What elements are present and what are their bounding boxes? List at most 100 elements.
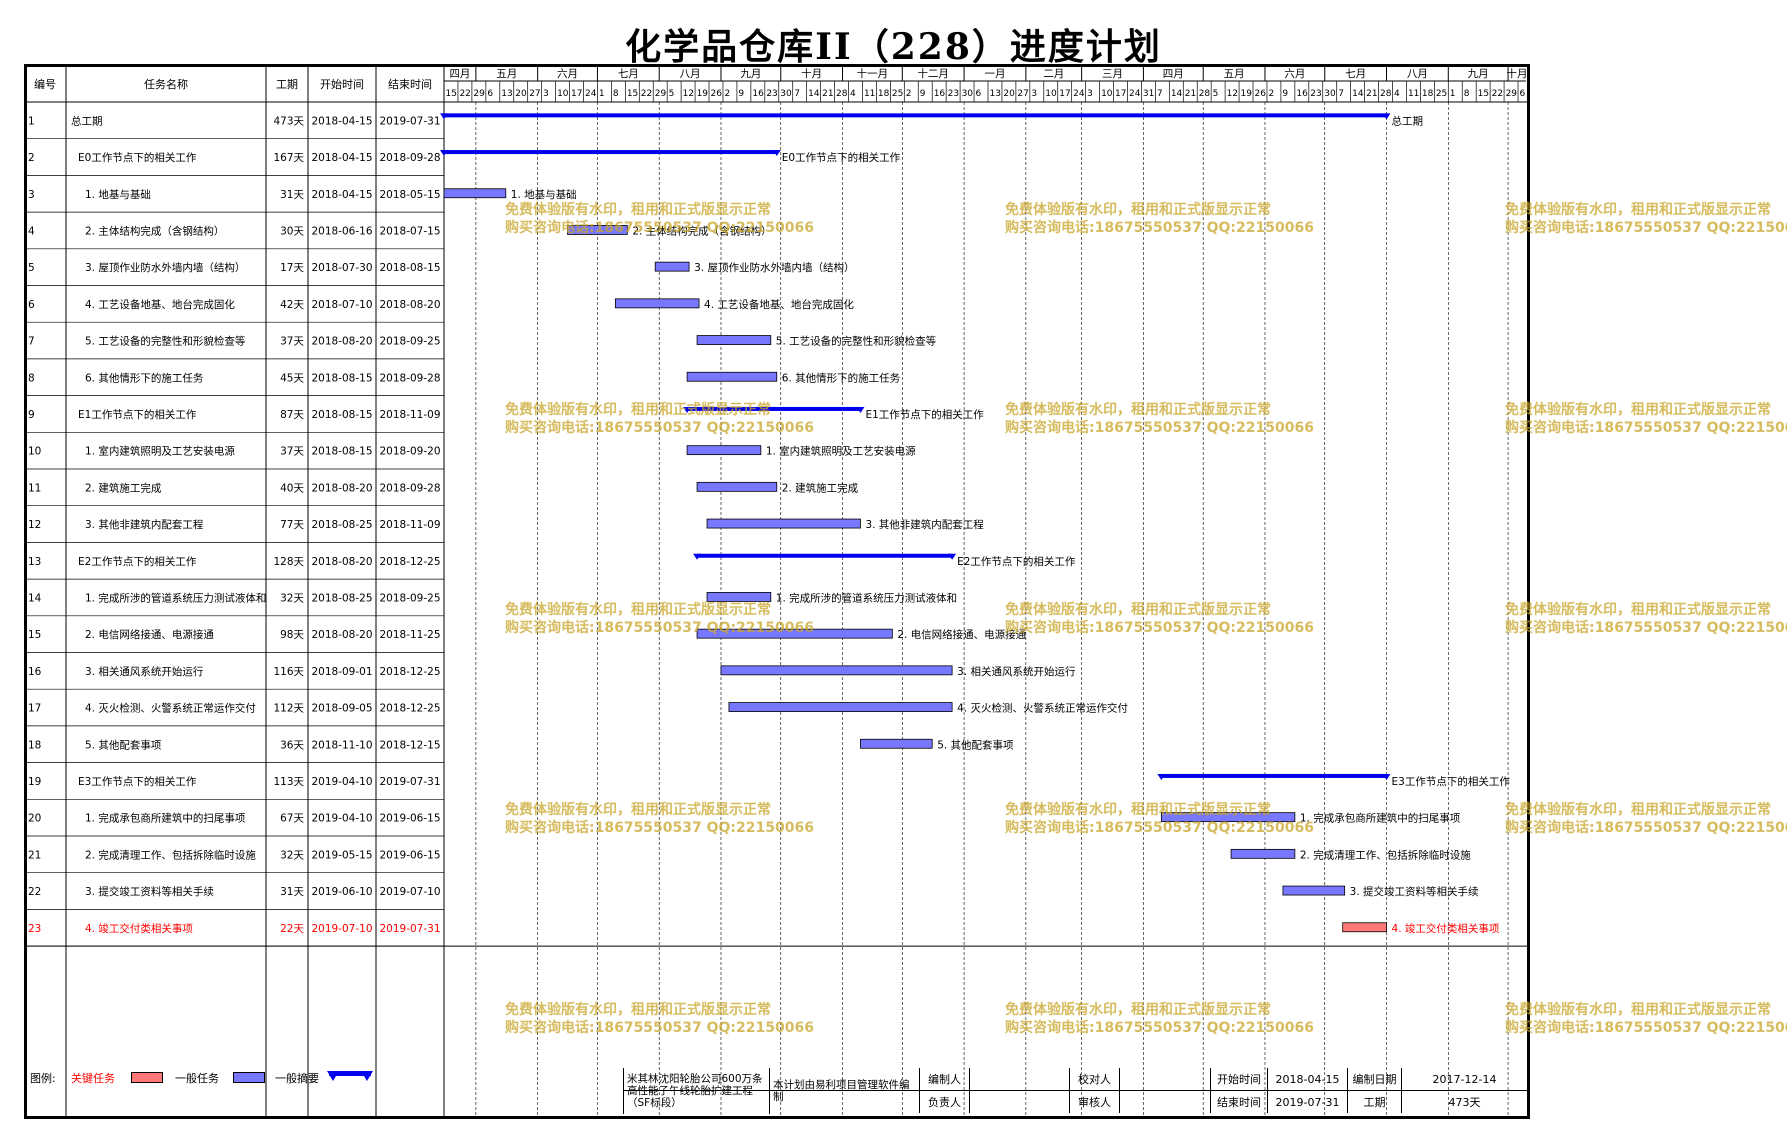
task-id: 21 bbox=[28, 849, 41, 861]
task-bar bbox=[1160, 812, 1296, 823]
week-tick-label: 9 bbox=[738, 89, 744, 99]
task-end: 2018-09-28 bbox=[379, 152, 440, 164]
task-start: 2018-07-10 bbox=[311, 299, 372, 311]
month-label: 三月 bbox=[1102, 68, 1123, 80]
col-start-header: 开始时间 bbox=[320, 77, 364, 91]
week-tick-label: 7 bbox=[794, 89, 800, 99]
col-name-header: 任务名称 bbox=[144, 77, 188, 91]
task-start: 2019-04-10 bbox=[311, 776, 372, 788]
task-id: 22 bbox=[28, 886, 41, 898]
task-name: E0工作节点下的相关工作 bbox=[78, 151, 197, 164]
week-tick-label: 19 bbox=[1241, 89, 1253, 99]
week-tick-label: 5 bbox=[669, 89, 675, 99]
task-duration: 45天 bbox=[280, 372, 304, 384]
task-duration: 40天 bbox=[280, 482, 304, 494]
footer-responsible bbox=[969, 1091, 1069, 1113]
month-label: 六月 bbox=[1284, 68, 1305, 80]
week-tick-label: 25 bbox=[892, 89, 903, 99]
bar-label: 4. 灭火检测、火警系统正常运作交付 bbox=[957, 702, 1128, 715]
week-tick-label: 28 bbox=[1380, 89, 1392, 99]
task-bar bbox=[696, 335, 772, 345]
task-id: 7 bbox=[28, 336, 35, 348]
task-bar bbox=[706, 592, 772, 602]
week-tick-label: 3 bbox=[1031, 89, 1037, 99]
task-start: 2018-08-15 bbox=[311, 446, 372, 458]
task-end: 2019-06-15 bbox=[379, 849, 440, 861]
task-name: E3工作节点下的相关工作 bbox=[78, 775, 197, 788]
task-bar bbox=[686, 445, 762, 456]
week-tick-label: 14 bbox=[1171, 89, 1183, 99]
task-name: 2. 完成清理工作、包括拆除临时设施 bbox=[85, 848, 256, 861]
task-start: 2018-08-25 bbox=[311, 519, 372, 531]
task-id: 14 bbox=[28, 592, 42, 604]
week-tick-label: 22 bbox=[459, 89, 470, 99]
week-tick-label: 23 bbox=[948, 89, 959, 99]
task-bar bbox=[443, 188, 507, 199]
task-end: 2018-08-20 bbox=[379, 299, 440, 311]
task-end: 2018-12-25 bbox=[379, 703, 440, 715]
watermark: 免费体验版有水印，租用和正式版显示正常 购买咨询电话:18675550537 QQ… bbox=[1505, 1002, 1787, 1036]
week-tick-label: 15 bbox=[446, 89, 457, 99]
task-duration: 67天 bbox=[280, 813, 304, 825]
footer-end-label: 结束时间 bbox=[1210, 1091, 1267, 1113]
task-start: 2018-09-01 bbox=[311, 666, 372, 678]
month-label: 一月 bbox=[984, 68, 1005, 80]
col-dur-header: 工期 bbox=[276, 78, 298, 91]
month-label: 八月 bbox=[1407, 68, 1428, 80]
footer-date-label: 编制日期 bbox=[1347, 1068, 1401, 1090]
week-tick-label: 6 bbox=[1520, 89, 1526, 99]
task-duration: 77天 bbox=[280, 519, 304, 531]
task-end: 2019-06-15 bbox=[379, 813, 440, 825]
watermark: 免费体验版有水印，租用和正式版显示正常 购买咨询电话:18675550537 QQ… bbox=[1505, 402, 1787, 436]
task-duration: 32天 bbox=[280, 849, 304, 861]
task-start: 2019-05-15 bbox=[311, 849, 372, 861]
week-tick-label: 22 bbox=[1492, 89, 1503, 99]
legend-critical-swatch bbox=[131, 1072, 163, 1083]
task-end: 2018-11-09 bbox=[379, 519, 440, 531]
week-tick-label: 8 bbox=[613, 89, 619, 99]
month-label: 四月 bbox=[449, 68, 470, 80]
summary-start-marker bbox=[440, 150, 448, 157]
task-duration: 31天 bbox=[280, 886, 304, 898]
task-bar bbox=[567, 225, 628, 235]
task-start: 2018-11-10 bbox=[311, 739, 372, 751]
footer-dur-label: 工期 bbox=[1347, 1091, 1401, 1113]
week-tick-label: 26 bbox=[711, 89, 723, 99]
summary-bar bbox=[444, 150, 777, 155]
footer-reviewed-by-label: 审核人 bbox=[1069, 1091, 1119, 1113]
bar-label: 3. 相关通风系统开始运行 bbox=[957, 665, 1076, 678]
task-id: 1 bbox=[28, 115, 35, 127]
task-start: 2018-09-05 bbox=[311, 703, 372, 715]
week-tick-label: 8 bbox=[1464, 89, 1470, 99]
task-end: 2018-05-15 bbox=[379, 189, 440, 201]
task-bar bbox=[696, 481, 778, 492]
task-end: 2018-11-25 bbox=[379, 629, 440, 641]
task-end: 2019-07-31 bbox=[379, 776, 440, 788]
month-label: 七月 bbox=[618, 68, 639, 80]
task-id: 3 bbox=[28, 189, 35, 201]
week-tick-label: 19 bbox=[697, 89, 709, 99]
week-tick-label: 2 bbox=[724, 89, 730, 99]
critical-task-bar bbox=[1342, 922, 1387, 933]
task-id: 20 bbox=[28, 813, 41, 825]
week-tick-label: 10 bbox=[1101, 89, 1113, 99]
task-id: 19 bbox=[28, 776, 41, 788]
task-id: 16 bbox=[28, 666, 42, 678]
bar-label: 4. 工艺设备地基、地台完成固化 bbox=[704, 298, 854, 311]
summary-bar bbox=[444, 113, 1387, 118]
footer-company: 米其林沈阳轮胎公司600万条高性能子午线轮胎扩建工程（SF标段） bbox=[623, 1068, 769, 1114]
bar-label: E0工作节点下的相关工作 bbox=[782, 151, 901, 164]
legend-summary-label: 一般摘要 bbox=[275, 1072, 319, 1085]
bar-label: 6. 其他情形下的施工任务 bbox=[782, 371, 901, 384]
task-duration: 87天 bbox=[280, 409, 304, 421]
footer-start-label: 开始时间 bbox=[1210, 1068, 1267, 1090]
week-tick-label: 21 bbox=[1185, 89, 1196, 99]
summary-start-marker bbox=[440, 113, 448, 120]
task-start: 2018-04-15 bbox=[311, 115, 372, 127]
summary-end-marker bbox=[856, 406, 865, 413]
task-duration: 37天 bbox=[280, 336, 304, 348]
summary-end-marker bbox=[948, 553, 957, 560]
task-id: 8 bbox=[28, 372, 35, 384]
task-duration: 37天 bbox=[280, 446, 304, 458]
page-title: 化学品仓库II（228）进度计划 bbox=[625, 26, 1162, 68]
